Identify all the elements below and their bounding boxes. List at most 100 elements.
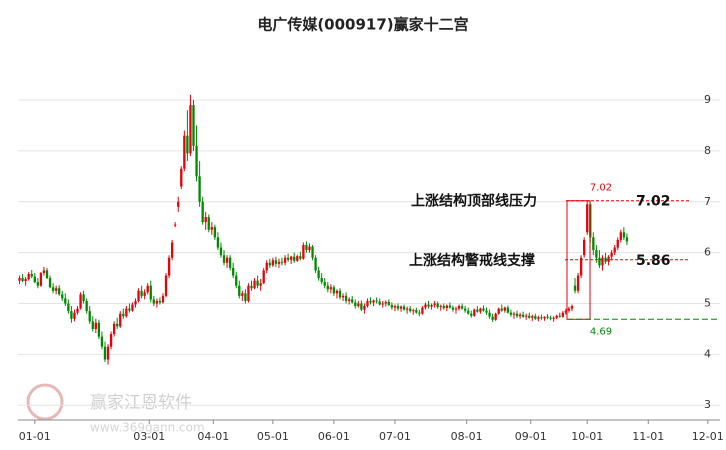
candle-body: [180, 168, 183, 187]
candle-body: [268, 262, 271, 266]
candle-body: [521, 314, 525, 317]
candle-body: [415, 310, 418, 313]
candle-body: [79, 294, 82, 309]
candle-body: [396, 306, 400, 309]
candle-body: [558, 315, 561, 317]
y-tick-label: 5: [704, 297, 711, 310]
candle-body: [250, 285, 253, 289]
candle-body: [58, 288, 61, 295]
candle-body: [619, 232, 622, 240]
candle-body: [198, 176, 201, 202]
candle-body: [378, 301, 381, 305]
candle-body: [204, 217, 207, 223]
candle-body: [543, 316, 546, 319]
candle-body: [534, 316, 537, 319]
candle-body: [265, 262, 268, 271]
x-tick-label: 06-01: [318, 430, 350, 443]
candle-body: [85, 300, 88, 312]
candle-body: [549, 317, 552, 319]
candle-body: [357, 303, 360, 307]
candle-body: [372, 300, 375, 303]
candle-body: [448, 305, 452, 308]
candle-body: [463, 308, 467, 311]
candle-body: [613, 247, 616, 253]
candle-body: [445, 305, 448, 309]
candle-body: [48, 278, 52, 288]
x-tick-label: 09-01: [515, 430, 547, 443]
candle-body: [253, 280, 256, 289]
candle-body: [27, 274, 30, 280]
candle-body: [70, 311, 73, 319]
candle-body: [274, 260, 278, 264]
candle-body: [436, 303, 439, 308]
candle-body: [360, 303, 363, 310]
level-mark-label: 4.69: [590, 326, 612, 337]
candle-body: [33, 276, 36, 283]
candle-body: [122, 313, 125, 317]
candle-body: [280, 261, 284, 263]
candle-body: [45, 270, 49, 279]
candle-body: [616, 239, 619, 248]
y-tick-label: 6: [704, 246, 711, 259]
candle-body: [277, 261, 281, 264]
candle-body: [592, 237, 595, 251]
candle-body: [305, 245, 308, 251]
candle-body: [262, 270, 265, 284]
candle-body: [348, 299, 351, 301]
candle-body: [476, 309, 479, 312]
candle-body: [125, 308, 128, 317]
candle-body: [326, 285, 329, 290]
candle-body: [30, 274, 33, 277]
candle-body: [561, 312, 564, 317]
candle-body: [363, 306, 366, 310]
candle-body: [366, 300, 369, 307]
level-name: 上涨结构警戒线支撑: [409, 252, 535, 269]
candle-body: [186, 135, 189, 154]
candle-body: [525, 315, 528, 317]
candle-body: [39, 272, 43, 286]
candle-body: [381, 303, 384, 305]
candle-body: [18, 278, 21, 281]
candle-body: [451, 307, 455, 310]
candle-body: [149, 285, 152, 300]
candle-body: [235, 275, 238, 286]
candle-body: [598, 257, 601, 266]
candle-body: [528, 315, 531, 318]
candle-body: [433, 303, 436, 306]
watermark: 赢家江恩软件 www.369gann.com: [26, 383, 205, 435]
y-tick-label: 3: [704, 398, 711, 411]
x-tick-label: 08-01: [451, 430, 483, 443]
y-tick-label: 7: [704, 195, 711, 208]
level-name: 上涨结构顶部线压力: [411, 193, 537, 210]
candle-body: [24, 279, 27, 282]
candle-body: [442, 306, 445, 309]
candle-body: [610, 252, 613, 257]
candle-body: [509, 312, 513, 315]
candle-body: [286, 257, 290, 260]
candle-body: [283, 257, 287, 263]
candle-body: [412, 310, 415, 312]
candle-body: [576, 275, 580, 291]
candle-body: [296, 256, 299, 261]
candle-body: [402, 306, 406, 310]
candle-body: [625, 237, 629, 242]
candle-body: [146, 285, 149, 293]
candle-body: [506, 307, 510, 313]
candle-body: [531, 316, 534, 318]
candle-body: [201, 201, 204, 223]
candle-body: [317, 270, 320, 279]
candle-body: [134, 300, 137, 305]
candle-body: [320, 278, 323, 283]
candle-body: [583, 239, 586, 256]
candle-body: [213, 227, 217, 238]
watermark-url: www.369gann.com: [90, 421, 205, 435]
candle-body: [61, 294, 64, 299]
candle-body: [91, 321, 94, 329]
candle-body: [119, 313, 122, 327]
candle-body: [293, 256, 296, 261]
candle-body: [409, 308, 412, 312]
candle-body: [241, 293, 244, 296]
candle-body: [256, 280, 259, 286]
candle-body: [290, 256, 293, 260]
